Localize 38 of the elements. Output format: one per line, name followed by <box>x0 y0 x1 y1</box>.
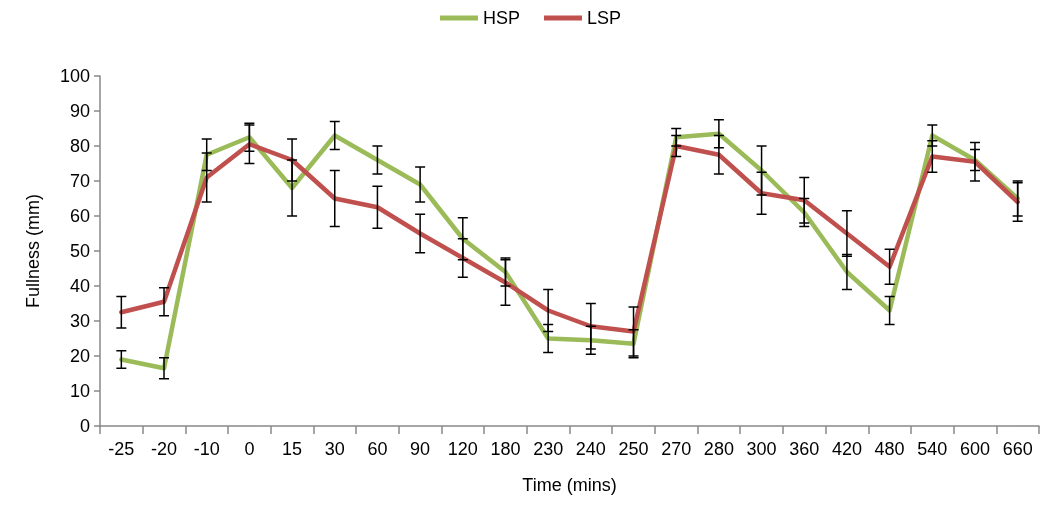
legend-label: HSP <box>482 8 520 28</box>
y-tick-label: 10 <box>69 381 90 401</box>
x-tick-label: 15 <box>282 439 303 459</box>
x-tick-label: 0 <box>244 439 255 459</box>
x-tick-label: 660 <box>1002 439 1033 459</box>
x-tick-label: 230 <box>533 439 564 459</box>
y-tick-label: 70 <box>69 171 90 191</box>
x-tick-label: -20 <box>151 439 178 459</box>
x-tick-label: 280 <box>703 439 734 459</box>
x-tick-label: 600 <box>959 439 990 459</box>
x-tick-label: 120 <box>447 439 478 459</box>
y-tick-label: 50 <box>69 241 90 261</box>
x-axis-title: Time (mins) <box>522 475 617 495</box>
y-tick-label: 0 <box>79 416 90 436</box>
y-tick-label: 90 <box>69 101 90 121</box>
x-tick-label: 540 <box>917 439 948 459</box>
y-tick-label: 20 <box>69 346 90 366</box>
x-tick-label: 30 <box>324 439 345 459</box>
y-tick-label: 100 <box>59 66 90 86</box>
y-tick-label: 30 <box>69 311 90 331</box>
x-tick-label: 250 <box>618 439 649 459</box>
x-tick-label: 180 <box>490 439 521 459</box>
y-axis-title: Fullness (mm) <box>23 193 43 309</box>
x-tick-label: 240 <box>575 439 606 459</box>
y-tick-label: 60 <box>69 206 90 226</box>
x-tick-label: 480 <box>874 439 905 459</box>
x-tick-label: 420 <box>831 439 862 459</box>
y-tick-label: 40 <box>69 276 90 296</box>
y-tick-label: 80 <box>69 136 90 156</box>
x-tick-label: -10 <box>193 439 220 459</box>
line-series <box>119 142 1020 334</box>
x-tick-label: 270 <box>661 439 692 459</box>
x-tick-label: 360 <box>789 439 820 459</box>
x-tick-label: 90 <box>410 439 431 459</box>
x-tick-label: 60 <box>367 439 388 459</box>
x-tick-label: -25 <box>108 439 135 459</box>
x-tick-label: 300 <box>746 439 777 459</box>
legend-label: LSP <box>586 8 622 28</box>
